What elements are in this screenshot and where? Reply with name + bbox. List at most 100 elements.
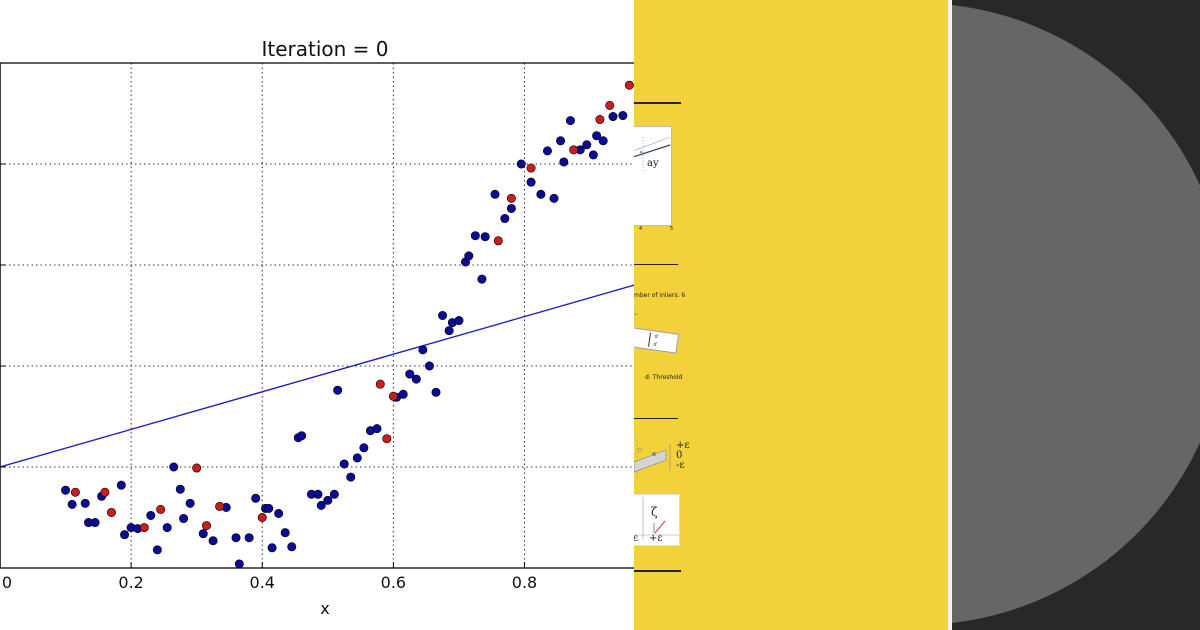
data-point — [120, 530, 130, 540]
data-point — [146, 510, 156, 520]
x-tick-label: 0 — [2, 573, 12, 592]
data-point — [536, 189, 546, 199]
xi-symbol: ζ — [651, 505, 658, 519]
data-point — [438, 310, 448, 320]
x-tick-label: 0.4 — [250, 573, 275, 592]
threshold-d-label: d — [652, 341, 657, 348]
sampled-point — [493, 236, 503, 246]
sampled-point — [257, 512, 267, 522]
data-point — [323, 495, 333, 505]
slide-rule — [634, 570, 681, 572]
data-point — [316, 500, 326, 510]
loss-function-thumbnail: ζ ε +ε — [634, 494, 680, 546]
data-point — [208, 536, 218, 546]
data-point — [280, 528, 290, 538]
data-point — [556, 136, 566, 146]
data-point — [267, 543, 277, 553]
fit-line — [0, 284, 634, 468]
x-tick-label: 0.2 — [118, 573, 143, 592]
data-point — [608, 112, 618, 122]
sampled-point — [388, 391, 398, 401]
data-point — [592, 131, 602, 141]
data-point — [329, 489, 339, 499]
slide-rule — [634, 418, 678, 419]
data-point — [244, 533, 254, 543]
data-point — [274, 508, 284, 518]
data-point — [313, 489, 323, 499]
sampled-point — [70, 487, 80, 497]
data-point — [559, 157, 569, 167]
thumbnail-plot — [634, 136, 671, 172]
ransac-scatter-chart: Iteration = 0 0 0.2 0.4 0.6 0.8 x — [0, 37, 634, 618]
threshold-d-label: d — [654, 333, 659, 340]
data-point — [405, 369, 415, 379]
data-point — [588, 150, 598, 160]
data-point — [198, 529, 208, 539]
threshold-caption: d: Threshold — [645, 374, 683, 381]
data-point — [418, 345, 428, 355]
sampled-point — [375, 379, 385, 389]
chart-title: Iteration = 0 — [261, 37, 388, 61]
data-point — [297, 431, 307, 441]
data-point — [431, 387, 441, 397]
thumbnail-label-y: ay — [647, 158, 659, 169]
data-point — [169, 462, 179, 472]
sampled-point — [106, 507, 116, 517]
data-point — [477, 274, 487, 284]
axes — [0, 62, 634, 569]
data-point — [582, 140, 592, 150]
tick-5-label: 5 — [670, 226, 674, 232]
data-point — [411, 374, 421, 384]
data-point — [61, 485, 71, 495]
epsilon-left-label: ε — [634, 533, 639, 544]
data-point — [179, 514, 189, 524]
sampled-point — [156, 504, 166, 514]
data-point — [565, 116, 575, 126]
data-point — [506, 203, 516, 213]
data-point — [470, 231, 480, 241]
slide-rule — [634, 264, 678, 265]
data-point — [372, 424, 382, 434]
data-point — [549, 193, 559, 203]
data-point — [116, 480, 126, 490]
sampled-point — [624, 80, 634, 90]
data-point — [251, 493, 261, 503]
sampled-point — [382, 434, 392, 444]
data-point — [618, 111, 628, 121]
data-point — [444, 326, 454, 336]
data-point — [598, 136, 608, 146]
sampled-point — [215, 501, 225, 511]
sampled-point — [192, 463, 202, 473]
grid-lines — [0, 63, 634, 568]
sampled-point — [526, 163, 536, 173]
data-point — [480, 232, 490, 242]
fit-line-layer — [0, 284, 634, 468]
data-point — [234, 559, 244, 569]
data-point — [352, 453, 362, 463]
data-point — [264, 503, 274, 513]
sampled-point — [100, 487, 110, 497]
sampled-point — [605, 100, 615, 110]
small-marker-icon: ᴗ — [634, 310, 638, 317]
epsilon-right-label: +ε — [649, 533, 663, 544]
data-point — [346, 472, 356, 482]
gray-disc-graphic — [952, 5, 1200, 623]
data-points — [61, 80, 634, 569]
epsilon-tube-diagram — [634, 440, 676, 480]
data-point — [424, 361, 434, 371]
data-point — [542, 146, 552, 156]
chart-panel: Iteration = 0 0 0.2 0.4 0.6 0.8 x — [0, 0, 634, 630]
data-point — [333, 385, 343, 395]
data-point — [359, 443, 369, 453]
threshold-band-diagram: d d — [634, 326, 680, 354]
zero-label: 0 — [676, 450, 683, 461]
data-point — [500, 214, 510, 224]
slide-panel: ay 4 5 mber of inliers: 6 ᴗ d d d: Thres… — [634, 0, 948, 630]
data-point — [454, 316, 464, 326]
slide-rule — [634, 102, 681, 104]
data-point — [175, 484, 185, 494]
data-point — [90, 518, 100, 528]
data-point — [490, 189, 500, 199]
sampled-point — [569, 145, 579, 155]
data-point — [516, 159, 526, 169]
